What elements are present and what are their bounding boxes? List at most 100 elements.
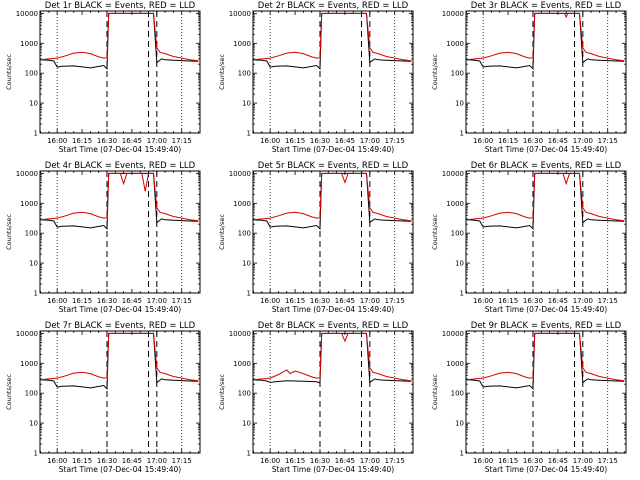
x-tick-label: 17:00 <box>573 137 593 145</box>
x-tick-label: 17:15 <box>172 137 192 145</box>
x-tick-label: 16:45 <box>548 297 568 305</box>
plot-frame <box>252 170 414 294</box>
panel-title: Det 5r BLACK = Events, RED = LLD <box>258 161 409 171</box>
y-tick-label: 1 <box>460 130 464 138</box>
panel-5: Det 5r BLACK = Events, RED = LLD 1 10 100 10… <box>218 161 414 314</box>
y-tick-label: 100 <box>238 230 251 238</box>
y-tick-label: 1000 <box>20 200 38 208</box>
x-tick-label: 16:30 <box>310 457 330 465</box>
panel-6: Det 6r BLACK = Events, RED = LLD 1 10 100 10… <box>431 161 627 314</box>
x-axis-label: Start Time (07-Dec-04 15:49:40) <box>485 145 607 154</box>
x-axis-label: Start Time (07-Dec-04 15:49:40) <box>485 305 607 314</box>
y-tick-label: 10 <box>29 260 38 268</box>
y-tick-label: 10000 <box>16 10 38 18</box>
y-axis-label: Counts/sec <box>431 54 439 90</box>
y-axis-label: Counts/sec <box>218 214 226 250</box>
y-tick-label: 100 <box>25 390 38 398</box>
series-line-lld <box>40 332 199 382</box>
x-axis-label: Start Time (07-Dec-04 15:49:40) <box>59 465 181 474</box>
x-tick-label: 16:45 <box>335 137 355 145</box>
x-tick-label: 16:15 <box>72 297 92 305</box>
panel-title: Det 2r BLACK = Events, RED = LLD <box>258 1 409 11</box>
y-tick-label: 1000 <box>233 40 251 48</box>
x-tick-label: 16:15 <box>285 457 305 465</box>
plot-frame <box>252 10 414 134</box>
x-axis-label: Start Time (07-Dec-04 15:49:40) <box>59 145 181 154</box>
y-tick-label: 1000 <box>20 40 38 48</box>
series-line-events <box>40 332 199 390</box>
y-tick-label: 100 <box>451 390 464 398</box>
x-tick-label: 16:15 <box>72 137 92 145</box>
x-tick-label: 17:15 <box>172 297 192 305</box>
series-line-lld <box>40 12 199 62</box>
x-axis-label: Start Time (07-Dec-04 15:49:40) <box>485 465 607 474</box>
y-tick-label: 10 <box>29 100 38 108</box>
y-tick-label: 1 <box>460 290 464 298</box>
panel-title: Det 6r BLACK = Events, RED = LLD <box>471 161 622 171</box>
x-tick-label: 17:15 <box>385 297 405 305</box>
y-tick-label: 1000 <box>446 40 464 48</box>
x-tick-label: 16:00 <box>47 137 67 145</box>
panel-title: Det 4r BLACK = Events, RED = LLD <box>45 161 196 171</box>
y-axis-label: Counts/sec <box>5 54 13 90</box>
series-line-lld <box>40 172 199 222</box>
x-tick-label: 16:45 <box>335 457 355 465</box>
plot-frame <box>39 170 201 294</box>
y-tick-label: 1000 <box>446 360 464 368</box>
x-tick-label: 16:00 <box>260 457 280 465</box>
y-tick-label: 1000 <box>233 200 251 208</box>
series-line-events <box>253 172 412 230</box>
panel-title: Det 9r BLACK = Events, RED = LLD <box>471 321 622 331</box>
y-tick-label: 1 <box>34 130 38 138</box>
y-tick-label: 10000 <box>442 10 464 18</box>
y-tick-label: 1 <box>34 450 38 458</box>
x-axis-label: Start Time (07-Dec-04 15:49:40) <box>272 305 394 314</box>
plot-frame <box>465 330 627 454</box>
panel-2: Det 2r BLACK = Events, RED = LLD 1 10 100 10… <box>218 1 414 154</box>
x-tick-label: 17:15 <box>385 457 405 465</box>
y-tick-label: 1 <box>247 290 251 298</box>
plot-frame <box>39 330 201 454</box>
y-axis-label: Counts/sec <box>5 214 13 250</box>
plot-frame <box>252 330 414 454</box>
panel-1: Det 1r BLACK = Events, RED = LLD 1 10 100 10… <box>5 1 201 154</box>
y-tick-label: 10 <box>242 420 251 428</box>
plot-frame <box>39 10 201 134</box>
y-axis-label: Counts/sec <box>5 374 13 410</box>
plot-frame <box>465 10 627 134</box>
x-tick-label: 16:00 <box>473 297 493 305</box>
y-axis-label: Counts/sec <box>218 54 226 90</box>
y-tick-label: 10 <box>29 420 38 428</box>
y-tick-label: 10000 <box>442 170 464 178</box>
x-tick-label: 17:00 <box>573 457 593 465</box>
y-tick-label: 1000 <box>446 200 464 208</box>
series-line-lld <box>253 12 412 62</box>
x-tick-label: 16:15 <box>72 457 92 465</box>
panel-8: Det 8r BLACK = Events, RED = LLD 1 10 100 10… <box>218 321 414 474</box>
series-line-lld <box>466 332 625 382</box>
x-tick-label: 16:30 <box>310 137 330 145</box>
x-tick-label: 16:45 <box>548 137 568 145</box>
x-tick-label: 16:30 <box>97 457 117 465</box>
series-line-lld <box>466 172 625 222</box>
x-tick-label: 16:45 <box>122 137 142 145</box>
y-tick-label: 10000 <box>16 330 38 338</box>
y-tick-label: 10000 <box>229 330 251 338</box>
x-axis-label: Start Time (07-Dec-04 15:49:40) <box>59 305 181 314</box>
x-tick-label: 17:00 <box>573 297 593 305</box>
x-tick-label: 16:30 <box>523 297 543 305</box>
x-tick-label: 17:00 <box>147 457 167 465</box>
x-tick-label: 17:00 <box>360 457 380 465</box>
y-tick-label: 100 <box>451 230 464 238</box>
panel-3: Det 3r BLACK = Events, RED = LLD 1 10 100 10… <box>431 1 627 154</box>
y-tick-label: 100 <box>238 390 251 398</box>
y-tick-label: 10000 <box>442 330 464 338</box>
x-tick-label: 16:00 <box>260 137 280 145</box>
y-tick-label: 1000 <box>233 360 251 368</box>
series-line-events <box>40 12 199 70</box>
x-tick-label: 17:15 <box>598 137 618 145</box>
x-tick-label: 17:15 <box>385 137 405 145</box>
x-tick-label: 16:00 <box>47 297 67 305</box>
y-tick-label: 100 <box>25 230 38 238</box>
